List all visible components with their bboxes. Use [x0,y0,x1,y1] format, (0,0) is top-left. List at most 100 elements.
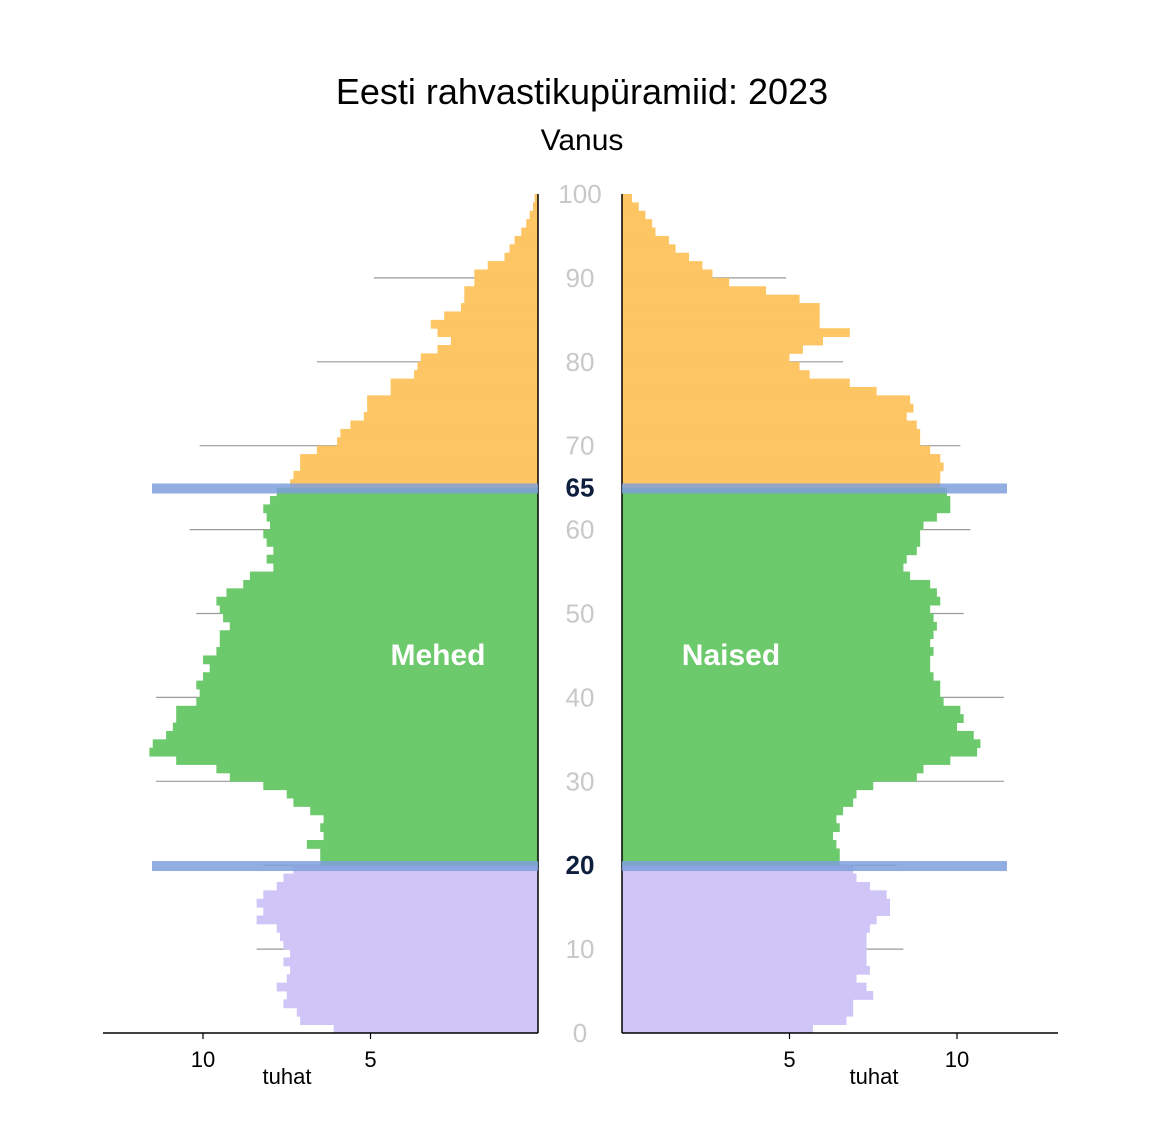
male-bar [216,647,538,656]
female-bar [622,630,934,640]
female-bar [622,747,978,757]
male-bar [420,353,538,363]
female-bar [622,194,633,203]
female-bar [622,915,877,925]
male-bar [263,890,538,900]
female-bar [622,722,957,732]
female-bar [622,462,944,472]
female-bar [622,923,870,933]
male-bar [203,672,538,682]
male-bar [514,235,538,245]
male-bar [266,537,538,547]
male-bar [149,747,538,757]
male-bar [444,311,538,321]
female-bar [622,219,653,228]
female-bar [622,672,934,682]
female-bar [622,1016,847,1026]
male-bar [176,756,538,765]
marker-age-label: 65 [566,473,595,503]
male-bar [504,252,538,262]
female-bar [622,454,941,463]
age-tick-label: 70 [566,431,595,461]
male-bar [323,814,538,824]
female-bar [622,991,874,1000]
female-bar [622,655,931,665]
age-tick-label: 30 [566,766,595,796]
male-bar [263,529,538,539]
female-bar [622,1024,813,1034]
male-bar [306,840,538,849]
female-bar [622,663,931,673]
male-bar [283,873,538,883]
female-bar [622,739,981,749]
male-bar [323,831,538,841]
male-bar [166,730,538,740]
age-tick-label: 90 [566,263,595,293]
female-bar [622,873,857,883]
male-bar [390,378,538,388]
male-bar [286,991,538,1000]
female-bar [622,319,820,329]
male-bar [316,445,538,455]
male-bar [273,563,538,572]
male-bar [340,428,538,438]
female-bar [622,982,867,992]
age-tick-label: 60 [566,515,595,545]
female-bar [622,328,850,338]
female-bar [622,403,914,413]
female-bar [622,235,669,245]
male-bar [283,957,538,967]
female-bar [622,420,917,430]
male-bar [460,303,538,312]
female-bar [622,974,857,984]
female-bar [622,621,937,631]
female-bar [622,831,834,841]
female-bar [622,898,890,908]
male-bar [437,345,538,354]
age-tick-label: 0 [573,1018,587,1048]
female-bar [622,613,934,623]
male-bar [367,403,538,413]
age-tick-label: 40 [566,682,595,712]
female-bar [622,445,931,455]
male-bar [249,571,538,581]
male-bar [526,219,538,228]
female-bar [622,303,820,312]
male-bar [176,705,538,715]
male-bar [290,965,538,975]
female-bar [622,806,844,816]
male-bar [437,328,538,338]
male-bar [450,336,538,346]
female-bar [622,345,803,354]
x-tick-label-right: 10 [945,1047,969,1072]
x-tick-label-right: 5 [783,1047,795,1072]
male-bar [487,261,538,270]
male-bar [474,269,538,279]
male-bar [172,722,538,732]
male-bar [270,521,538,530]
female-bar [622,378,850,388]
male-bar [219,630,538,640]
female-bar [622,554,907,564]
male-bar [196,680,539,690]
male-bar [290,949,538,958]
male-bar [226,588,538,598]
age-tick-label: 80 [566,347,595,377]
age-tick-label: 20 [566,850,595,880]
female-bar [622,244,676,254]
female-bar [622,311,820,321]
female-bar [622,814,837,824]
male-bar [367,395,538,405]
female-bar [622,361,800,371]
male-bar [223,613,538,623]
male-bar [464,286,538,296]
female-bar [622,588,937,598]
female-bar [622,277,730,287]
male-bar [216,596,538,606]
female-bar [622,965,870,975]
male-bar [256,915,538,925]
marker-band-left [152,861,538,872]
male-bar [300,1016,538,1026]
male-bar [521,227,538,237]
